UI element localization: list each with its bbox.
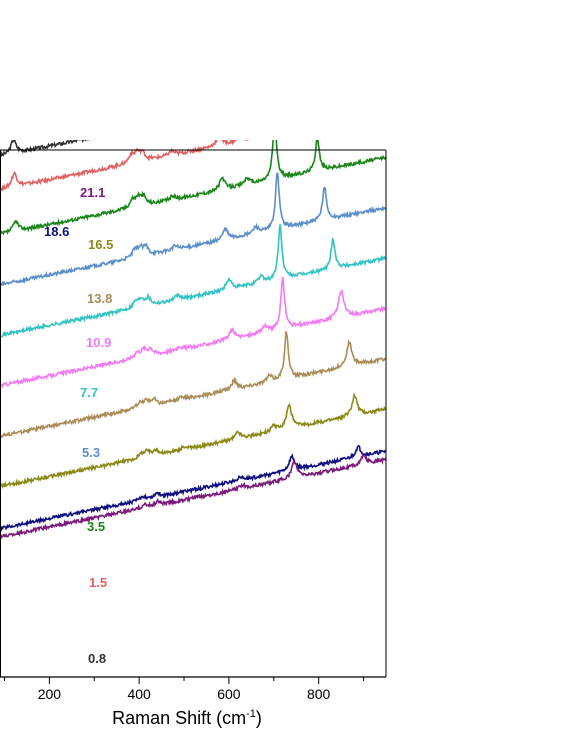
spectrum-line-7-7 xyxy=(0,224,386,338)
spectrum-line-3-5 xyxy=(0,140,386,236)
spectrum-line-13-8 xyxy=(0,331,386,439)
series-label-16-5: 16.5 xyxy=(88,237,113,252)
spectrum-line-10-9 xyxy=(0,276,386,389)
series-label-21-1: 21.1 xyxy=(80,185,105,200)
x-ticks: 200 400 600 800 xyxy=(3,677,365,702)
spectrum-line-21-1 xyxy=(0,452,386,540)
series-label-13-8: 13.8 xyxy=(87,291,112,306)
series-label-10-9: 10.9 xyxy=(86,335,111,350)
series-label-3-5: 3.5 xyxy=(87,519,105,534)
spectrum-line-1-5 xyxy=(0,140,254,192)
x-tick-label: 800 xyxy=(307,686,331,702)
series-label-0-8: 0.8 xyxy=(88,651,106,666)
spectrum-line-5-3 xyxy=(0,172,386,287)
series-label-1-5: 1.5 xyxy=(89,575,107,590)
spectrum-line-18-6 xyxy=(0,444,386,533)
series-label-5-3: 5.3 xyxy=(82,445,100,460)
spectrum-line-16-5 xyxy=(0,391,386,490)
spectrum-line-0-8 xyxy=(0,140,93,157)
x-axis-title: Raman Shift (cm-1) xyxy=(112,708,262,728)
series-labels: 0.8 1.5 3.5 5.3 7.7 10.9 13.8 16.5 18.6 21.1 xyxy=(44,185,113,666)
series-label-7-7: 7.7 xyxy=(80,385,98,400)
x-tick-label: 200 xyxy=(38,686,62,702)
series-group xyxy=(0,140,386,540)
series-label-18-6: 18.6 xyxy=(44,224,69,239)
x-tick-label: 400 xyxy=(127,686,151,702)
x-tick-label: 600 xyxy=(217,686,241,702)
